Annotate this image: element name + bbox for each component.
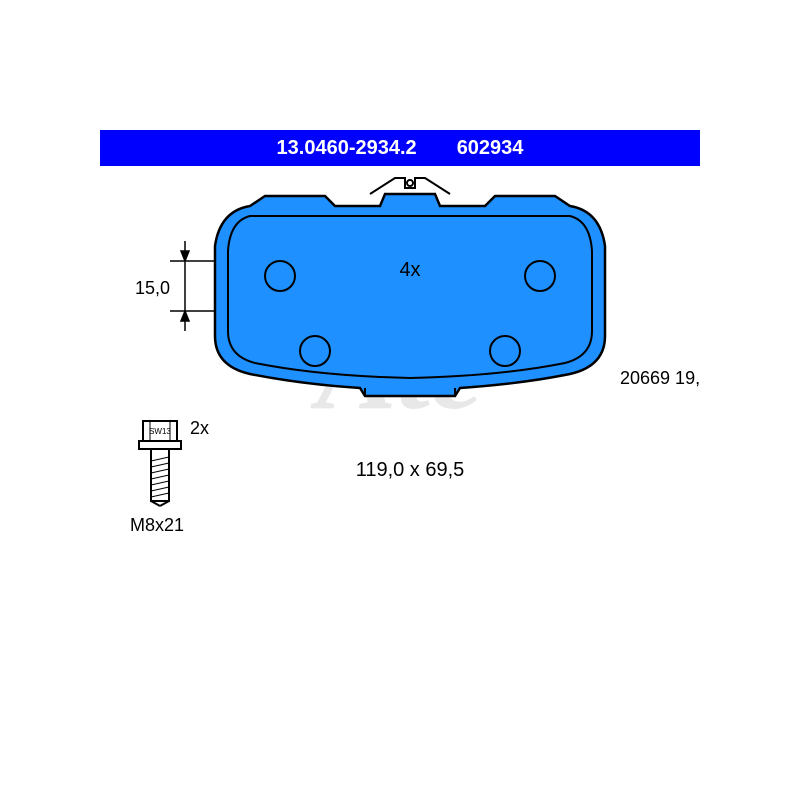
part-number-primary: 13.0460-2934.2 [277,137,417,160]
pad-dimensions-label: 119,0 x 69,5 [356,459,465,481]
pad-quantity-label: 4x [399,259,420,281]
brake-pad-shape [215,178,605,396]
bolt-quantity-label: 2x [190,418,209,438]
height-label: 15,0 [135,278,170,298]
svg-text:SW13: SW13 [149,427,171,436]
header-bar: 13.0460-2934.2 602934 [100,130,700,166]
bolt-drawing: SW13 [139,421,181,506]
diagram-container: 13.0460-2934.2 602934 Ate [100,130,700,570]
pad-side-label: 20669 19,0 [620,368,700,388]
bolt-spec-label: M8x21 [130,515,184,535]
technical-drawing: 4x 20669 19,0 119,0 x 69,5 15,0 SW13 [100,166,700,570]
diagram-area: Ate [100,166,700,570]
height-dimension [170,241,215,331]
part-number-secondary: 602934 [457,137,524,160]
